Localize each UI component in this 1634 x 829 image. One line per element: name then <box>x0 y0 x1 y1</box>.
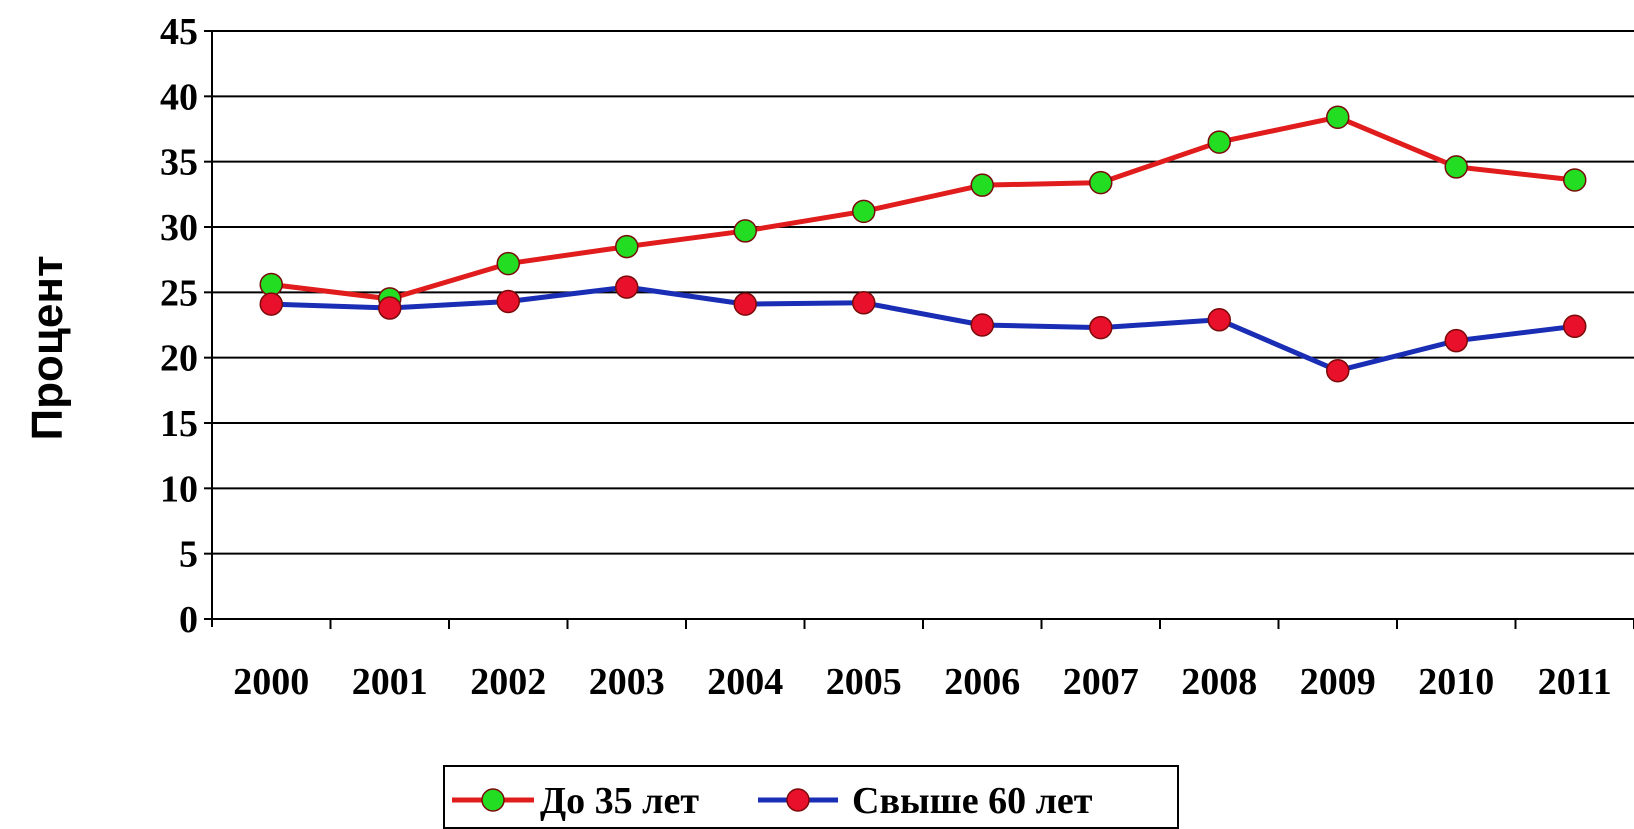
y-tick-label: 45 <box>160 11 198 53</box>
data-point <box>1326 105 1350 129</box>
data-point <box>1563 314 1587 339</box>
legend-marker <box>481 788 505 812</box>
data-point <box>615 234 639 259</box>
data-point <box>615 275 639 299</box>
data-point <box>496 289 520 314</box>
data-point <box>1444 155 1468 179</box>
data-point <box>970 313 994 337</box>
x-tick-label: 2008 <box>1181 661 1257 703</box>
x-tick-label: 2006 <box>944 661 1020 703</box>
data-point <box>1563 168 1587 192</box>
x-tick-label: 2001 <box>352 661 428 703</box>
x-tick-label: 2005 <box>826 661 902 703</box>
series-1 <box>259 275 1587 383</box>
axes <box>211 31 1634 629</box>
data-point <box>1207 130 1231 154</box>
y-tick-label: 5 <box>179 534 198 576</box>
data-point <box>852 291 876 315</box>
legend-marker <box>786 788 810 812</box>
y-tick-label: 40 <box>160 76 198 118</box>
data-point <box>259 272 283 297</box>
series-0 <box>259 105 1587 311</box>
data-point <box>733 219 757 243</box>
x-tick-label: 2004 <box>707 661 783 703</box>
data-point <box>733 292 757 316</box>
legend-box <box>443 765 1179 829</box>
data-point <box>1089 315 1113 340</box>
gridlines <box>204 30 1634 620</box>
y-tick-label: 0 <box>179 599 198 641</box>
x-tick-label: 2007 <box>1063 661 1139 703</box>
y-tick-label: 20 <box>160 338 198 380</box>
data-point <box>852 199 876 224</box>
data-point <box>378 296 402 320</box>
x-tick-label: 2011 <box>1538 661 1612 703</box>
data-point <box>1089 170 1113 195</box>
legend-entry: До 35 лет <box>540 780 699 822</box>
y-axis-label: Процент <box>23 255 72 440</box>
data-point <box>496 251 520 276</box>
y-tick-label: 15 <box>160 403 198 445</box>
y-tick-label: 30 <box>160 207 198 249</box>
x-tick-label: 2000 <box>233 661 309 703</box>
data-point <box>970 173 994 197</box>
data-point <box>1326 358 1350 383</box>
x-tick-label: 2009 <box>1300 661 1376 703</box>
y-tick-label: 35 <box>160 142 198 184</box>
y-tick-labels: 0 5 10 15 20 25 30 35 40 45 <box>160 11 198 641</box>
series-layer <box>259 105 1587 383</box>
x-tick-label: 2003 <box>589 661 665 703</box>
x-tick-labels: 2000 2001 2002 2003 2004 2005 2006 2007 2008 2009… <box>233 661 1611 703</box>
legend: До 35 лет Свыше 60 лет <box>443 765 1179 829</box>
x-tick-label: 2002 <box>470 661 546 703</box>
series-line <box>270 114 1576 302</box>
x-tick-label: 2010 <box>1418 661 1494 703</box>
y-tick-label: 25 <box>160 272 198 314</box>
legend-entry: Свыше 60 лет <box>852 780 1093 822</box>
data-point <box>1207 308 1231 332</box>
series-line <box>271 284 1576 374</box>
data-point <box>1444 328 1468 353</box>
data-point <box>259 292 283 316</box>
y-tick-label: 10 <box>160 468 198 510</box>
